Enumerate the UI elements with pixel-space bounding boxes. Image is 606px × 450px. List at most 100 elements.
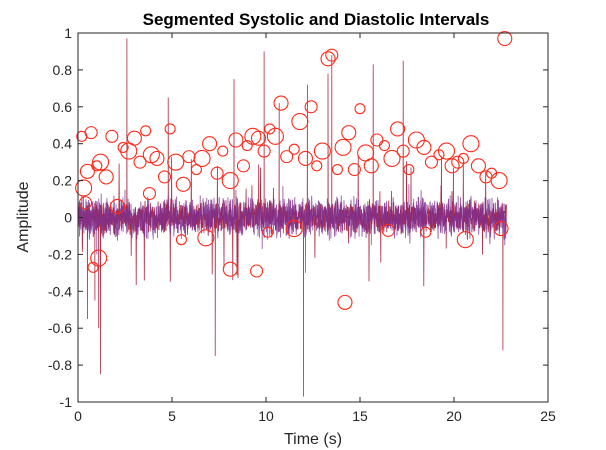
peak-marker (250, 130, 267, 146)
peak-marker (167, 153, 185, 171)
peak-marker (175, 176, 191, 192)
peak-marker (236, 159, 250, 173)
x-tick-label: 0 (74, 408, 82, 424)
peak-marker (262, 226, 274, 238)
peak-marker (91, 160, 103, 172)
peak-marker (126, 130, 142, 146)
peak-marker (221, 172, 239, 190)
peak-marker (193, 149, 211, 168)
peak-marker (424, 155, 438, 169)
peak-marker (266, 127, 284, 145)
peak-marker (363, 158, 379, 174)
peak-marker (285, 220, 303, 238)
peak-marker (164, 123, 176, 135)
chart-title: Segmented Systolic and Diastolic Interva… (143, 10, 490, 29)
y-tick-label: 1 (64, 25, 72, 41)
peak-marker (202, 136, 218, 152)
peak-marker (175, 234, 187, 246)
y-axis-label: Amplitude (15, 181, 32, 252)
peak-marker (462, 135, 480, 153)
peak-marker (90, 249, 108, 267)
peak-marker (451, 155, 465, 169)
peak-marker (78, 196, 93, 210)
peak-marker (109, 198, 126, 214)
peak-marker (341, 125, 357, 141)
peak-marker (75, 179, 93, 197)
marker-layer (75, 30, 513, 310)
peak-marker (133, 155, 147, 169)
peak-marker (149, 150, 165, 167)
x-tick-label: 15 (352, 408, 368, 424)
peak-marker (288, 143, 300, 155)
peak-marker (347, 162, 361, 177)
peak-marker (313, 142, 331, 160)
peak-marker (257, 144, 271, 158)
peak-marker (241, 139, 253, 152)
x-tick-label: 25 (540, 408, 556, 424)
y-tick-label: 0.2 (53, 173, 73, 189)
peak-marker (264, 123, 276, 135)
peak-marker (457, 152, 469, 165)
peak-marker (210, 166, 224, 180)
peak-marker (228, 132, 244, 148)
y-tick-label: 0.6 (53, 99, 73, 115)
peak-marker (470, 158, 486, 174)
peak-marker (354, 103, 366, 115)
y-axis: -1 -0.8 -0.6 -0.4 -0.2 0 0.2 0.4 0.6 0.8 1 (48, 25, 548, 410)
peak-marker (140, 125, 152, 137)
peak-marker (92, 153, 110, 171)
peak-marker (381, 223, 395, 237)
peak-marker (273, 95, 289, 111)
peak-marker (79, 163, 95, 179)
x-axis-label: Time (s) (284, 431, 342, 448)
y-tick-label: -1 (60, 394, 73, 410)
x-tick-label: 10 (258, 408, 274, 424)
peak-marker (497, 30, 513, 47)
peak-marker (493, 221, 509, 237)
peak-marker (87, 261, 99, 273)
y-tick-label: 0.4 (53, 136, 73, 152)
peak-marker (320, 51, 336, 67)
x-axis: 0 5 10 15 20 25 (74, 33, 556, 424)
x-tick-label: 5 (168, 408, 176, 424)
peak-marker (197, 229, 215, 247)
peak-marker (291, 113, 309, 131)
peak-marker (217, 145, 229, 157)
peak-marker (105, 129, 119, 143)
peak-marker (98, 169, 114, 185)
peak-marker (84, 126, 98, 140)
peak-marker (456, 231, 474, 249)
y-tick-label: -0.2 (48, 246, 72, 262)
peak-marker (182, 150, 196, 164)
peak-marker (390, 121, 406, 137)
peak-marker (370, 133, 384, 147)
y-tick-label: 0.8 (53, 62, 73, 78)
y-tick-label: 0 (64, 210, 72, 226)
x-tick-label: 20 (446, 408, 462, 424)
peak-marker (437, 142, 456, 160)
peak-marker (403, 163, 415, 176)
peak-marker (325, 48, 339, 62)
peak-marker (416, 139, 432, 155)
peak-marker (331, 163, 343, 176)
peak-marker (297, 150, 314, 167)
peak-marker (157, 170, 172, 184)
peak-marker (222, 261, 238, 277)
peak-marker (250, 264, 264, 278)
peak-marker (117, 141, 129, 153)
y-tick-label: -0.6 (48, 320, 72, 336)
y-tick-label: -0.8 (48, 357, 72, 373)
peak-marker (490, 172, 508, 190)
signal-trace (77, 184, 507, 273)
peak-marker (304, 100, 318, 114)
peak-marker (334, 138, 352, 156)
signal-layer (77, 38, 507, 397)
y-tick-label: -0.4 (48, 283, 72, 299)
peak-marker (378, 139, 390, 152)
peak-marker (420, 226, 432, 238)
peak-marker (142, 186, 156, 201)
peak-marker (337, 294, 353, 310)
peak-marker (280, 150, 294, 164)
peak-marker (396, 144, 410, 158)
